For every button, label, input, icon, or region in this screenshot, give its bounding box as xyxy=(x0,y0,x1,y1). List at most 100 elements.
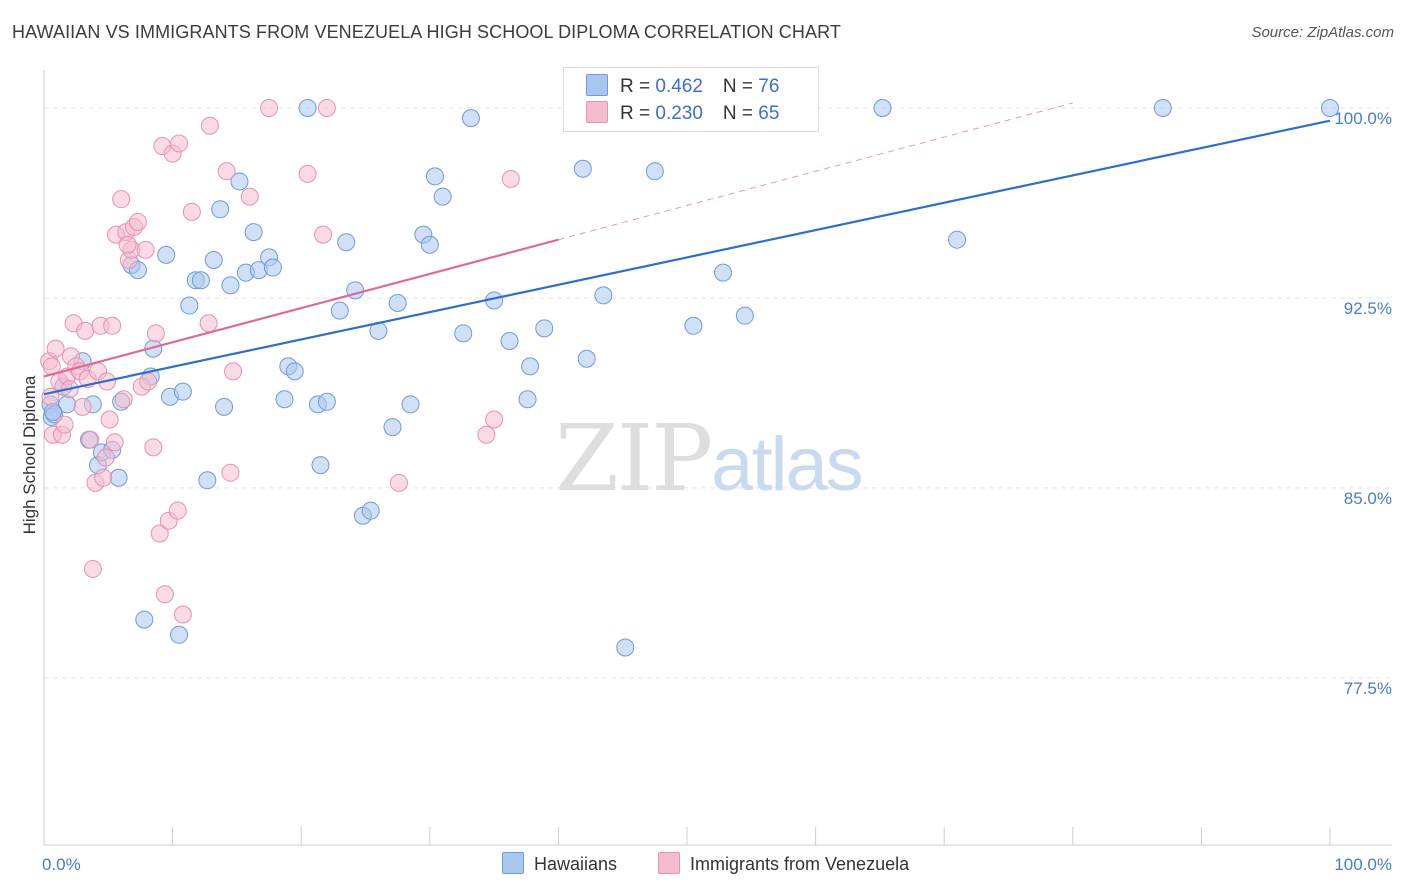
point-venezuela xyxy=(221,463,240,482)
legend-n-label: N = xyxy=(722,103,759,124)
bottom-legend-swatch-hawaiians xyxy=(502,852,524,874)
point-hawaiians xyxy=(684,316,703,335)
point-hawaiians xyxy=(873,98,892,117)
point-hawaiians xyxy=(420,235,439,254)
point-venezuela xyxy=(103,316,122,335)
point-venezuela xyxy=(260,98,279,117)
point-venezuela xyxy=(173,605,192,624)
point-hawaiians xyxy=(211,200,230,219)
legend-swatch-venezuela xyxy=(586,101,608,123)
point-hawaiians xyxy=(433,187,452,206)
point-venezuela xyxy=(477,425,496,444)
point-hawaiians xyxy=(285,362,304,381)
point-hawaiians xyxy=(109,468,128,487)
point-hawaiians xyxy=(263,258,282,277)
legend-r-value: 0.230 xyxy=(655,103,703,124)
point-hawaiians xyxy=(361,501,380,520)
legend-r-value: 0.462 xyxy=(655,76,703,97)
x-tick-label-right: 100.0% xyxy=(1334,855,1392,874)
point-hawaiians xyxy=(170,625,189,644)
point-venezuela xyxy=(136,240,155,259)
point-venezuela xyxy=(298,164,317,183)
point-venezuela xyxy=(150,524,169,543)
point-hawaiians xyxy=(616,638,635,657)
point-venezuela xyxy=(314,225,333,244)
point-hawaiians xyxy=(275,390,294,409)
point-venezuela xyxy=(168,501,187,520)
trend-line-venezuela xyxy=(43,238,559,378)
point-venezuela xyxy=(146,324,165,343)
chart-source: Source: ZipAtlas.com xyxy=(1251,24,1394,41)
bottom-legend-label-venezuela: Immigrants from Venezuela xyxy=(690,854,910,874)
trend-line-hawaiians xyxy=(43,119,1331,396)
point-hawaiians xyxy=(198,471,217,490)
point-hawaiians xyxy=(298,98,317,117)
point-hawaiians xyxy=(401,395,420,414)
point-venezuela xyxy=(200,116,219,135)
point-venezuela xyxy=(128,212,147,231)
point-venezuela xyxy=(94,468,113,487)
watermark: ZIPatlas xyxy=(555,405,864,512)
point-venezuela xyxy=(118,235,137,254)
point-venezuela xyxy=(501,169,520,188)
point-hawaiians xyxy=(135,610,154,629)
point-venezuela xyxy=(81,430,100,449)
point-venezuela xyxy=(46,339,65,358)
point-hawaiians xyxy=(311,456,330,475)
point-hawaiians xyxy=(735,306,754,325)
point-venezuela xyxy=(155,585,174,604)
point-venezuela xyxy=(76,321,95,340)
point-hawaiians xyxy=(518,390,537,409)
point-venezuela xyxy=(317,98,336,117)
point-venezuela xyxy=(144,438,163,457)
point-hawaiians xyxy=(204,250,223,269)
legend-r-label: R = xyxy=(620,103,656,124)
point-venezuela xyxy=(240,187,259,206)
point-hawaiians xyxy=(1153,98,1172,117)
point-hawaiians xyxy=(500,331,519,350)
point-venezuela xyxy=(96,448,115,467)
point-venezuela xyxy=(182,202,201,221)
point-hawaiians xyxy=(191,271,210,290)
point-hawaiians xyxy=(173,382,192,401)
point-hawaiians xyxy=(230,172,249,191)
point-venezuela xyxy=(73,397,92,416)
bottom-legend-hawaiians: Hawaiians xyxy=(502,852,617,875)
bottom-legend-venezuela: Immigrants from Venezuela xyxy=(658,852,909,875)
legend-row-venezuela: R = 0.230 N = 65 xyxy=(586,101,779,127)
point-venezuela xyxy=(389,473,408,492)
point-venezuela xyxy=(170,134,189,153)
point-hawaiians xyxy=(215,397,234,416)
point-venezuela xyxy=(55,415,74,434)
bottom-legend-label-hawaiians: Hawaiians xyxy=(534,854,618,874)
point-hawaiians xyxy=(594,286,613,305)
y-tick-label: 100.0% xyxy=(1334,109,1392,128)
point-venezuela xyxy=(114,390,133,409)
point-hawaiians xyxy=(535,319,554,338)
point-venezuela xyxy=(217,162,236,181)
legend-n-value: 65 xyxy=(758,103,780,124)
point-hawaiians xyxy=(461,109,480,128)
point-hawaiians xyxy=(244,223,263,242)
point-hawaiians xyxy=(714,263,733,282)
point-venezuela xyxy=(485,410,504,429)
y-tick-label: 92.5% xyxy=(1344,299,1392,318)
point-hawaiians xyxy=(330,301,349,320)
watermark-zip: ZIP xyxy=(555,405,713,512)
legend-n-value: 76 xyxy=(758,76,780,97)
point-venezuela xyxy=(100,410,119,429)
point-hawaiians xyxy=(221,276,240,295)
point-venezuela xyxy=(112,190,131,209)
point-hawaiians xyxy=(337,233,356,252)
point-hawaiians xyxy=(521,357,540,376)
point-hawaiians xyxy=(383,418,402,437)
point-hawaiians xyxy=(645,162,664,181)
x-tick-label-left: 0.0% xyxy=(42,855,81,874)
point-hawaiians xyxy=(157,245,176,264)
point-hawaiians xyxy=(1321,98,1339,117)
legend-row-hawaiians: R = 0.462 N = 76 xyxy=(586,74,779,100)
bottom-legend-swatch-venezuela xyxy=(658,852,680,874)
point-hawaiians xyxy=(577,349,596,368)
legend-swatch-hawaiians xyxy=(586,74,608,96)
point-hawaiians xyxy=(573,159,592,178)
